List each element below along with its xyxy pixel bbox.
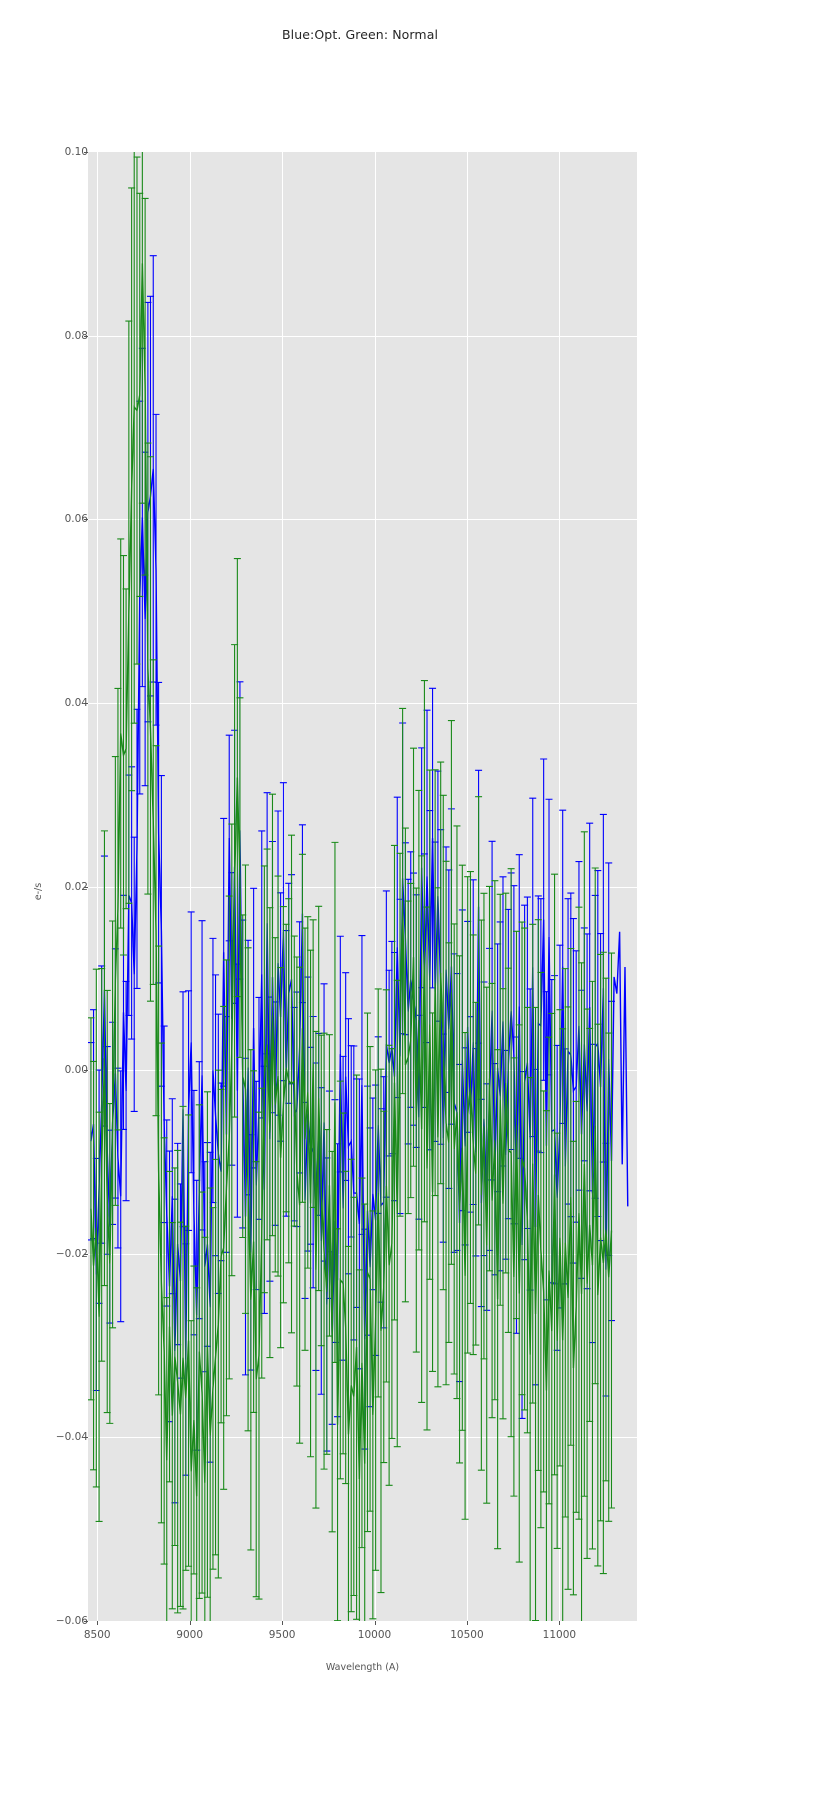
y-tick-mark <box>84 152 88 153</box>
y-tick-mark <box>84 702 88 704</box>
y-tick-mark <box>84 519 88 521</box>
plot-area <box>88 152 637 1621</box>
x-tick-label: 11000 <box>542 1629 577 1641</box>
y-tick-label: 0.04 <box>64 696 88 709</box>
x-tick-label: 9500 <box>268 1629 296 1641</box>
y-tick-label: 0.02 <box>64 880 88 893</box>
y-tick-label: 0.08 <box>64 329 88 342</box>
y-tick-mark <box>84 1437 88 1439</box>
y-tick-label: 0.06 <box>64 513 88 526</box>
x-axis-ticks: 8500 9000 9500 10000 10500 11000 <box>84 1621 637 1651</box>
y-tick-label: 0.10 <box>64 146 88 158</box>
chart-title: Blue:Opt. Green: Normal <box>281 27 439 42</box>
x-tick-mark <box>97 1621 99 1625</box>
y-tick-mark <box>84 1070 88 1072</box>
data-series-layer <box>88 152 629 1621</box>
x-tick-label: 9000 <box>176 1629 204 1641</box>
y-tick-label: −0.06 <box>55 1615 88 1627</box>
y-axis-label: e-/s <box>33 882 45 901</box>
y-tick-mark <box>84 1621 88 1622</box>
series-normal <box>88 152 615 1621</box>
x-tick-label: 10000 <box>357 1629 392 1641</box>
y-axis-ticks: −0.06 −0.04 −0.02 0.00 0.02 0.04 0.06 0.08 0.10 <box>30 146 88 1627</box>
y-tick-mark <box>84 886 88 888</box>
x-axis-label: Wavelength (A) <box>325 1662 400 1673</box>
y-tick-mark <box>84 1253 88 1255</box>
x-tick-mark <box>559 1621 561 1625</box>
series-line <box>90 263 613 1497</box>
y-tick-label: 0.00 <box>64 1064 88 1077</box>
x-tick-mark <box>189 1621 191 1625</box>
x-tick-mark <box>374 1621 376 1625</box>
x-tick-label: 10500 <box>450 1629 484 1641</box>
y-tick-label: −0.02 <box>55 1247 88 1260</box>
x-tick-mark <box>466 1621 468 1625</box>
y-tick-label: −0.04 <box>55 1431 88 1444</box>
x-tick-label: 8500 <box>83 1629 111 1641</box>
y-tick-mark <box>84 335 88 337</box>
x-tick-mark <box>282 1621 284 1625</box>
